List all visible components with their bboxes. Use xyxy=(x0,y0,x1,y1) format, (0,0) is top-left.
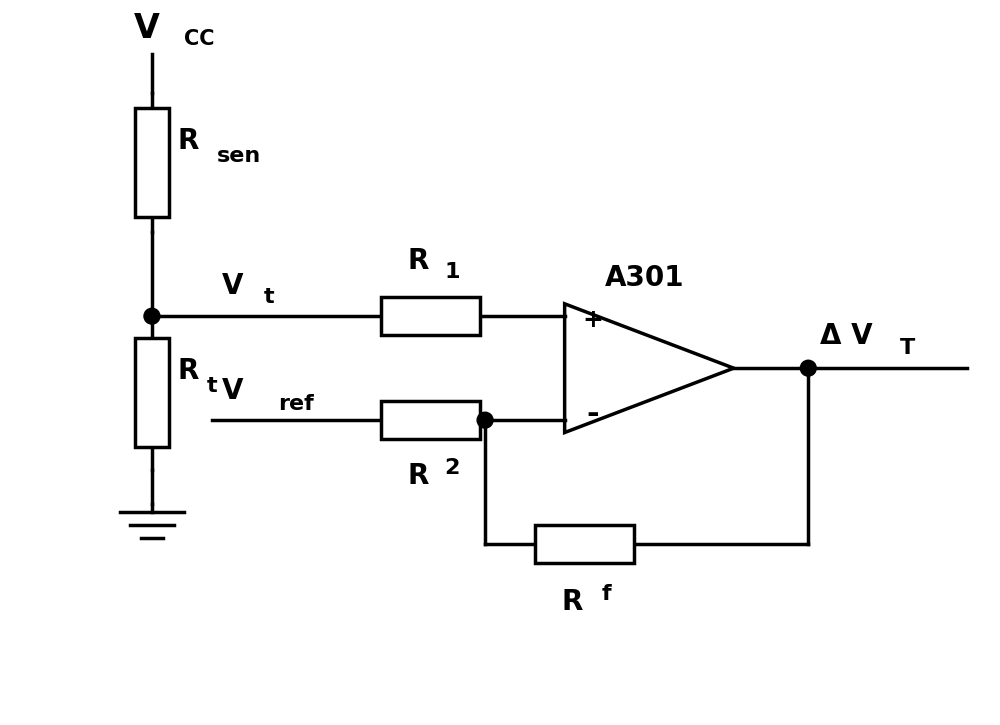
Text: V: V xyxy=(134,12,160,45)
Text: R: R xyxy=(178,357,199,385)
Text: +: + xyxy=(582,308,603,332)
Text: ref: ref xyxy=(278,394,314,414)
Text: T: T xyxy=(900,339,915,358)
Text: t: t xyxy=(207,376,217,396)
Text: V: V xyxy=(222,377,243,405)
Text: sen: sen xyxy=(217,146,261,166)
Text: -: - xyxy=(586,399,599,428)
Text: 1: 1 xyxy=(445,262,460,281)
Circle shape xyxy=(477,413,493,428)
Text: CC: CC xyxy=(184,29,214,49)
Text: R: R xyxy=(562,587,583,616)
Text: R: R xyxy=(178,127,199,155)
Text: V: V xyxy=(222,273,243,300)
Text: f: f xyxy=(602,584,611,604)
Bar xyxy=(535,525,634,563)
Circle shape xyxy=(144,308,160,324)
Text: R: R xyxy=(408,247,429,275)
Text: 2: 2 xyxy=(445,457,460,478)
Bar xyxy=(135,339,169,447)
Text: R: R xyxy=(408,462,429,490)
Bar xyxy=(381,297,480,335)
Bar xyxy=(381,402,480,439)
Circle shape xyxy=(800,360,816,376)
Text: Δ V: Δ V xyxy=(820,323,873,350)
Text: t: t xyxy=(263,287,274,307)
Bar xyxy=(135,108,169,217)
Text: A301: A301 xyxy=(604,264,684,292)
